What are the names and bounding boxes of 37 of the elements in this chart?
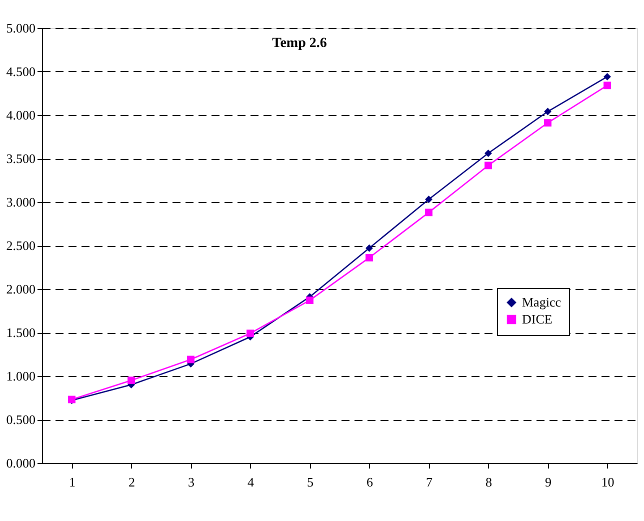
legend-label: DICE — [522, 312, 552, 326]
point — [306, 296, 314, 304]
x-tick-label: 1 — [69, 474, 76, 490]
point — [604, 82, 611, 90]
point — [484, 162, 492, 170]
y-tick-label: 4.500 — [6, 64, 36, 79]
point — [484, 150, 492, 157]
x-tick-label: 10 — [601, 474, 614, 490]
y-tick-label: 0.500 — [6, 412, 36, 427]
y-tick-label: 2.000 — [6, 282, 36, 296]
y-tick-label: 0.000 — [6, 456, 36, 470]
y-tick-label: 3.000 — [6, 194, 36, 210]
x-tick-label: 5 — [307, 474, 314, 490]
point — [366, 254, 373, 262]
x-tick-label: 7 — [426, 474, 433, 490]
y-tick-label: 1.000 — [6, 368, 36, 384]
text: Temp 2.6 — [272, 36, 327, 51]
point — [604, 73, 611, 80]
y-tick-label: 5.000 — [6, 20, 36, 36]
x-tick-label: 4 — [248, 474, 254, 490]
y-tick-label: 1.500 — [6, 325, 36, 340]
point — [425, 208, 432, 216]
y-tick-label: 2.500 — [6, 238, 36, 253]
point — [425, 196, 432, 204]
x-tick-label: 6 — [366, 474, 374, 490]
point — [544, 119, 552, 127]
point — [187, 356, 194, 364]
x-tick-label: 3 — [188, 474, 194, 490]
y-tick-label: 3.500 — [6, 151, 36, 166]
x-tick-label: 2 — [128, 474, 135, 490]
point — [128, 376, 135, 384]
y-tick-label: 4.000 — [6, 108, 36, 122]
x-tick-label: 9 — [545, 474, 552, 490]
point — [366, 244, 373, 252]
legend-label: Magicc — [522, 294, 562, 310]
point — [246, 330, 254, 338]
x-tick-label: 8 — [486, 474, 492, 490]
